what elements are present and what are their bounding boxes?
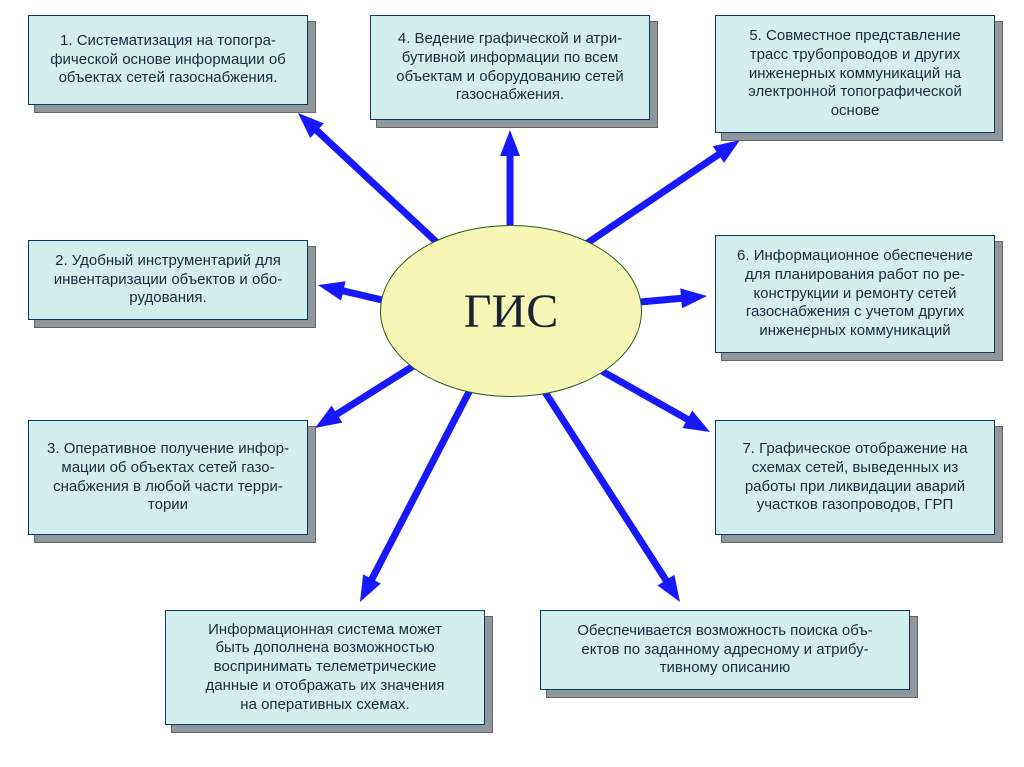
box-text: 3. Оперативное получение инфор-мации об … bbox=[47, 440, 289, 515]
box-text: 2. Удобный инструментарий дляинвентариза… bbox=[54, 252, 282, 308]
arrow-head-5 bbox=[315, 406, 342, 428]
box-text: 7. Графическое отображение насхемах сете… bbox=[742, 440, 967, 515]
box-body: 5. Совместное представлениетрасс трубопр… bbox=[715, 15, 995, 133]
box-body: Обеспечивается возможность поиска объ-ек… bbox=[540, 610, 910, 690]
arrow-head-6 bbox=[682, 411, 710, 432]
box-body: 6. Информационное обеспечениедля планиро… bbox=[715, 235, 995, 353]
box-text: 1. Систематизация на топогра-фической ос… bbox=[50, 32, 286, 88]
arrow-shaft-3 bbox=[333, 289, 382, 300]
box-text: Информационная система можетбыть дополне… bbox=[206, 621, 445, 715]
box-text: Обеспечивается возможность поиска объ-ек… bbox=[577, 622, 872, 678]
box-body: Информационная система можетбыть дополне… bbox=[165, 610, 485, 725]
center-node: ГИС bbox=[380, 225, 642, 397]
center-label: ГИС bbox=[464, 284, 558, 339]
arrow-shaft-0 bbox=[309, 124, 445, 250]
box-body: 3. Оперативное получение инфор-мации об … bbox=[28, 420, 308, 535]
arrow-shaft-2 bbox=[580, 149, 727, 248]
box-body: 4. Ведение графической и атри-бутивной и… bbox=[370, 15, 650, 120]
box-text: 4. Ведение графической и атри-бутивной и… bbox=[396, 30, 624, 105]
info-box-b7: 7. Графическое отображение насхемах сете… bbox=[715, 420, 995, 535]
arrow-head-0 bbox=[298, 113, 324, 138]
arrow-shaft-8 bbox=[545, 392, 672, 589]
arrow-head-1 bbox=[500, 130, 520, 156]
info-box-b6: 6. Информационное обеспечениедля планиро… bbox=[715, 235, 995, 353]
info-box-b1: 1. Систематизация на топогра-фической ос… bbox=[28, 15, 308, 105]
box-text: 5. Совместное представлениетрасс трубопр… bbox=[748, 27, 962, 121]
info-box-b4: 4. Ведение графической и атри-бутивной и… bbox=[370, 15, 650, 120]
arrow-shaft-7 bbox=[367, 390, 470, 588]
box-body: 1. Систематизация на топогра-фической ос… bbox=[28, 15, 308, 105]
arrow-shaft-6 bbox=[600, 370, 696, 424]
arrow-shaft-4 bbox=[640, 297, 691, 302]
info-box-b8: Информационная система можетбыть дополне… bbox=[165, 610, 485, 725]
arrow-head-4 bbox=[680, 288, 707, 308]
arrow-head-7 bbox=[360, 574, 381, 602]
box-text: 6. Информационное обеспечениедля планиро… bbox=[737, 247, 973, 341]
box-body: 7. Графическое отображение насхемах сете… bbox=[715, 420, 995, 535]
diagram-canvas: 1. Систематизация на топогра-фической ос… bbox=[0, 0, 1024, 767]
info-box-b5: 5. Совместное представлениетрасс трубопр… bbox=[715, 15, 995, 133]
arrow-head-8 bbox=[658, 575, 680, 602]
info-box-b9: Обеспечивается возможность поиска объ-ек… bbox=[540, 610, 910, 690]
arrow-head-3 bbox=[318, 281, 346, 300]
box-body: 2. Удобный инструментарий дляинвентариза… bbox=[28, 240, 308, 320]
arrow-head-2 bbox=[713, 140, 740, 163]
arrow-shaft-5 bbox=[328, 365, 415, 420]
info-box-b2: 2. Удобный инструментарий дляинвентариза… bbox=[28, 240, 308, 320]
info-box-b3: 3. Оперативное получение инфор-мации об … bbox=[28, 420, 308, 535]
